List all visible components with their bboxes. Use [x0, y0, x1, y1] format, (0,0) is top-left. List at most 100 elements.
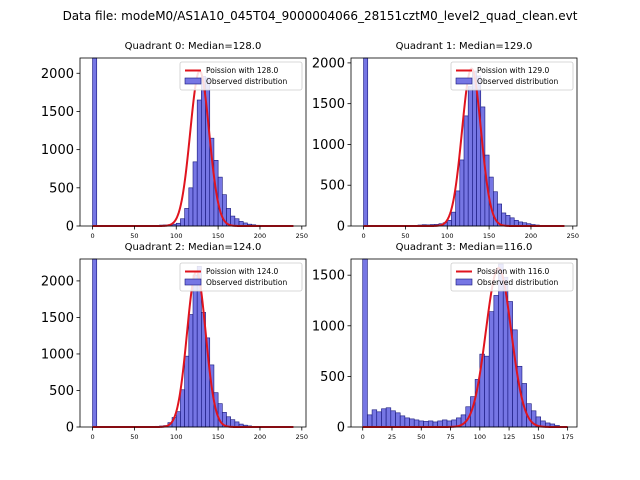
legend-box — [179, 262, 303, 292]
legend-label-fit: Poission with 116.0 — [477, 267, 550, 276]
x-tick-label: 250 — [567, 232, 579, 240]
histogram-bar — [180, 218, 185, 227]
subplot-3: Quadrant 3: Median=116.0 0 25 50 75 100 125 150… — [312, 242, 578, 441]
histogram-bar — [472, 70, 477, 227]
histogram-bar — [467, 86, 473, 227]
legend: Poission with 116.0 Observed distribution — [450, 262, 574, 292]
histogram-bar — [196, 99, 202, 227]
histogram-bar — [509, 217, 515, 227]
histogram-bar — [463, 115, 469, 227]
y-tick-label: 1000 — [41, 347, 74, 362]
histogram-bar — [92, 57, 98, 227]
subplot-0: Quadrant 0: Median=128.0 0 50 100 150 200 250 0… — [41, 41, 308, 240]
y-tick-label: 500 — [320, 179, 345, 194]
x-tick-label: 0 — [90, 232, 94, 240]
histogram-bar — [371, 409, 378, 428]
y-tick-label: 1500 — [312, 269, 345, 284]
x-tick-label: 25 — [388, 433, 396, 441]
x-tick-label: 100 — [170, 433, 182, 441]
y-tick-label: 0 — [337, 421, 345, 436]
legend-bar-swatch — [455, 77, 473, 85]
y-tick-label: 0 — [66, 220, 74, 235]
y-tick-label: 2000 — [41, 274, 74, 289]
legend-label-fit: Poission with 129.0 — [477, 66, 550, 75]
histogram-bar — [399, 415, 406, 428]
subplot-title: Quadrant 3: Median=116.0 — [396, 242, 533, 253]
histogram-bar — [455, 190, 461, 227]
y-tick-label: 1000 — [312, 138, 345, 153]
x-tick-label: 100 — [170, 232, 182, 240]
y-tick-label: 0 — [66, 421, 74, 436]
y-tick-label: 500 — [320, 370, 345, 385]
histogram-bar — [180, 389, 185, 428]
legend-box — [179, 61, 303, 91]
x-tick-label: 200 — [525, 232, 537, 240]
x-tick-label: 50 — [130, 232, 138, 240]
histogram-bar — [442, 419, 448, 428]
subplot-1: Quadrant 1: Median=129.0 0 50 100 150 200 250 0… — [312, 41, 579, 240]
histogram-bar — [367, 414, 373, 428]
y-tick-label: 1000 — [41, 143, 74, 158]
subplot-2: Quadrant 2: Median=124.0 0 50 100 150 200 250 0… — [41, 242, 308, 441]
subplot-title: Quadrant 1: Median=129.0 — [396, 41, 533, 52]
x-tick-label: 250 — [296, 232, 308, 240]
histogram-bar — [404, 417, 410, 428]
legend-label-observed: Observed distribution — [477, 77, 558, 86]
histogram-bar — [92, 258, 98, 428]
histogram-bar — [409, 418, 415, 428]
y-tick-label: 1500 — [312, 97, 345, 112]
histogram-bar — [395, 412, 401, 428]
histogram-bar — [188, 187, 194, 227]
x-tick-label: 100 — [441, 232, 453, 240]
y-tick-label: 500 — [49, 384, 74, 399]
histogram-bar — [175, 411, 181, 428]
histogram-bar — [390, 410, 396, 428]
legend-box — [450, 262, 574, 292]
legend: Poission with 128.0 Observed distribution — [179, 61, 303, 91]
histogram-bar — [376, 411, 382, 428]
x-tick-label: 150 — [532, 433, 544, 441]
histogram-bar — [484, 355, 490, 428]
legend-box — [450, 61, 574, 91]
legend-bar-swatch — [184, 278, 202, 286]
x-tick-label: 200 — [254, 433, 266, 441]
poisson-fit-line — [362, 267, 568, 428]
histogram-bar — [501, 212, 507, 227]
x-tick-label: 125 — [503, 433, 515, 441]
legend: Poission with 124.0 Observed distribution — [179, 262, 303, 292]
y-tick-label: 1000 — [312, 319, 345, 334]
histogram-bar — [184, 208, 190, 227]
histogram-bar — [192, 161, 198, 227]
x-tick-label: 150 — [212, 232, 224, 240]
x-tick-label: 150 — [212, 433, 224, 441]
legend: Poission with 129.0 Observed distribution — [450, 61, 574, 91]
y-tick-label: 0 — [337, 220, 345, 235]
x-tick-label: 50 — [130, 433, 138, 441]
subplot-title: Quadrant 0: Median=128.0 — [125, 41, 262, 52]
x-tick-label: 0 — [361, 433, 365, 441]
x-tick-label: 50 — [401, 232, 409, 240]
histogram-bar — [385, 407, 392, 428]
y-tick-label: 1500 — [41, 105, 74, 120]
axes-frame — [79, 57, 307, 227]
legend-label-observed: Observed distribution — [206, 77, 287, 86]
y-tick-label: 2000 — [312, 56, 345, 71]
histogram-bar — [446, 219, 452, 227]
x-tick-label: 250 — [296, 433, 308, 441]
legend-bar-swatch — [455, 278, 473, 286]
legend-label-observed: Observed distribution — [477, 278, 558, 287]
histogram-bar — [505, 215, 511, 227]
figure-suptitle: Data file: modeM0/AS1A10_045T04_90000040… — [63, 9, 578, 23]
histogram-bar — [459, 159, 465, 227]
x-tick-label: 150 — [483, 232, 495, 240]
histogram-bar — [451, 211, 456, 227]
x-tick-label: 0 — [90, 433, 94, 441]
y-tick-label: 1500 — [41, 311, 74, 326]
histogram-bar — [363, 57, 369, 227]
histogram-bar — [413, 419, 420, 428]
y-tick-label: 500 — [49, 181, 74, 196]
subplot-title: Quadrant 2: Median=124.0 — [125, 242, 262, 253]
axes-frame — [350, 258, 578, 428]
x-tick-label: 100 — [474, 433, 486, 441]
